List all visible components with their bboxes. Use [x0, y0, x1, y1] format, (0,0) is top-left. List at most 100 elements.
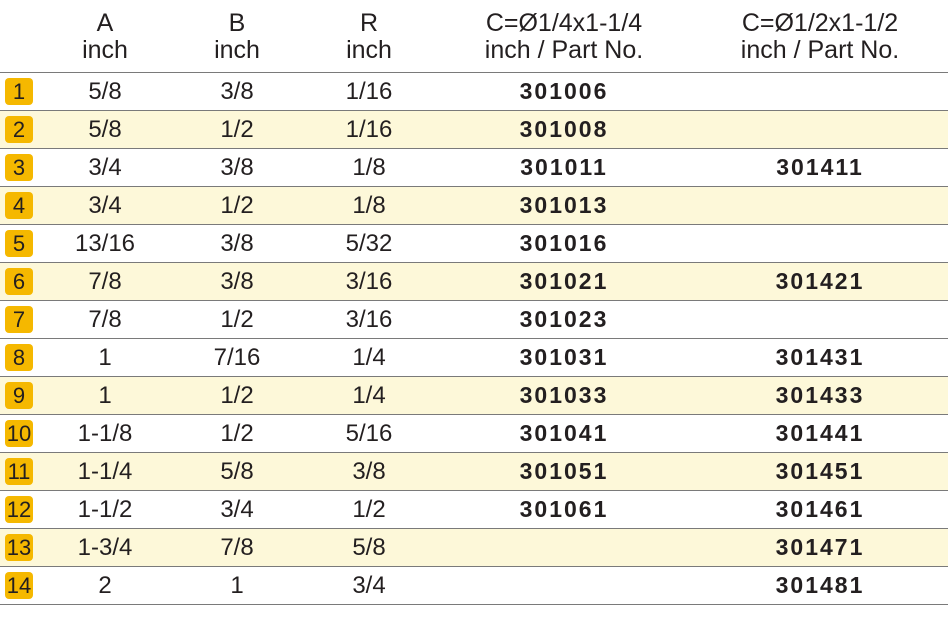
- b-cell: 7/16: [172, 338, 302, 377]
- b-cell: 3/8: [172, 224, 302, 263]
- r-cell: 1/8: [302, 148, 436, 187]
- r-cell: 3/4: [302, 566, 436, 605]
- part-no-c14-cell: 301031: [436, 338, 692, 377]
- b-cell: 1/2: [172, 186, 302, 225]
- header-line2: inch: [346, 36, 392, 64]
- table-row: 12 1-1/2 3/4 1/2 301061 301461: [0, 490, 948, 529]
- table-row: 10 1-1/8 1/2 5/16 301041 301441: [0, 414, 948, 453]
- header-line2: inch: [82, 36, 128, 64]
- row-number-cell: 11: [0, 452, 38, 491]
- part-no-c12-cell: 301411: [692, 148, 948, 187]
- c12-header: C=Ø1/2x1-1/2 inch / Part No.: [692, 0, 948, 73]
- b-cell: 1: [172, 566, 302, 605]
- a-cell: 3/4: [38, 148, 172, 187]
- row-number-cell: 8: [0, 338, 38, 377]
- b-cell: 1/2: [172, 414, 302, 453]
- row-number-cell: 4: [0, 186, 38, 225]
- part-no-c12-cell: 301451: [692, 452, 948, 491]
- part-no-c12-cell: 301481: [692, 566, 948, 605]
- row-number-badge: 2: [5, 115, 33, 143]
- header-line1: R: [359, 9, 379, 37]
- table-body: 1 5/8 3/8 1/16 301006 2 5/8 1/2 1/16 301…: [0, 72, 948, 605]
- a-cell: 1-1/8: [38, 414, 172, 453]
- a-cell: 1-3/4: [38, 528, 172, 567]
- table-row: 7 7/8 1/2 3/16 301023: [0, 300, 948, 339]
- row-number-cell: 5: [0, 224, 38, 263]
- b-cell: 1/2: [172, 110, 302, 149]
- a-cell: 3/4: [38, 186, 172, 225]
- r-cell: 1/8: [302, 186, 436, 225]
- header-line1: C=Ø1/4x1-1/4: [485, 9, 643, 37]
- r-cell: 5/16: [302, 414, 436, 453]
- r-cell: 1/16: [302, 72, 436, 111]
- part-no-c12-cell: 301431: [692, 338, 948, 377]
- row-number-cell: 3: [0, 148, 38, 187]
- header-line1: C=Ø1/2x1-1/2: [741, 9, 899, 37]
- row-number-cell: 7: [0, 300, 38, 339]
- b-cell: 5/8: [172, 452, 302, 491]
- header-line2: inch / Part No.: [484, 36, 644, 64]
- part-no-c14-cell: 301023: [436, 300, 692, 339]
- r-cell: 3/16: [302, 262, 436, 301]
- row-number-badge: 13: [5, 533, 33, 561]
- b-cell: 3/8: [172, 262, 302, 301]
- part-no-c12-cell: [692, 186, 948, 225]
- r-cell: 5/8: [302, 528, 436, 567]
- part-no-c12-cell: 301433: [692, 376, 948, 415]
- a-cell: 5/8: [38, 110, 172, 149]
- part-no-c14-cell: 301041: [436, 414, 692, 453]
- table-row: 5 13/16 3/8 5/32 301016: [0, 224, 948, 263]
- row-number-cell: 2: [0, 110, 38, 149]
- row-number-badge: 6: [5, 267, 33, 295]
- b-cell: 3/4: [172, 490, 302, 529]
- part-no-c12-cell: [692, 224, 948, 263]
- a-cell: 7/8: [38, 262, 172, 301]
- part-no-c14-cell: 301051: [436, 452, 692, 491]
- b-cell: 3/8: [172, 72, 302, 111]
- a-cell: 1: [38, 376, 172, 415]
- a-cell: 2: [38, 566, 172, 605]
- row-number-badge: 9: [5, 381, 33, 409]
- a-cell: 13/16: [38, 224, 172, 263]
- a-cell: 1-1/2: [38, 490, 172, 529]
- table-row: 2 5/8 1/2 1/16 301008: [0, 110, 948, 149]
- row-number-cell: 13: [0, 528, 38, 567]
- r-cell: 1/4: [302, 338, 436, 377]
- b-cell: 1/2: [172, 300, 302, 339]
- r-cell: 1/16: [302, 110, 436, 149]
- part-no-c14-cell: 301021: [436, 262, 692, 301]
- row-number-cell: 1: [0, 72, 38, 111]
- part-no-c14-cell: 301061: [436, 490, 692, 529]
- row-number-cell: 14: [0, 566, 38, 605]
- c14-header: C=Ø1/4x1-1/4 inch / Part No.: [436, 0, 692, 73]
- row-number-badge: 11: [5, 457, 33, 485]
- part-no-c12-cell: 301471: [692, 528, 948, 567]
- b-cell: 7/8: [172, 528, 302, 567]
- b-cell: 3/8: [172, 148, 302, 187]
- part-no-c12-cell: [692, 300, 948, 339]
- row-number-badge: 12: [5, 495, 33, 523]
- row-number-badge: 14: [5, 571, 33, 599]
- header-line1: B: [228, 9, 246, 37]
- part-no-c14-cell: 301016: [436, 224, 692, 263]
- row-number-badge: 8: [5, 343, 33, 371]
- header-line1: A: [96, 9, 114, 37]
- r-cell: 1/2: [302, 490, 436, 529]
- part-no-c14-cell: [436, 566, 692, 605]
- part-no-c12-cell: 301421: [692, 262, 948, 301]
- table-row: 9 1 1/2 1/4 301033 301433: [0, 376, 948, 415]
- row-number-badge: 7: [5, 305, 33, 333]
- table-row: 13 1-3/4 7/8 5/8 301471: [0, 528, 948, 567]
- table-row: 14 2 1 3/4 301481: [0, 566, 948, 605]
- a-cell: 7/8: [38, 300, 172, 339]
- row-number-cell: 12: [0, 490, 38, 529]
- row-number-badge: 3: [5, 153, 33, 181]
- part-no-c14-cell: 301008: [436, 110, 692, 149]
- r-cell: 5/32: [302, 224, 436, 263]
- a-cell: 1: [38, 338, 172, 377]
- part-no-c14-cell: 301013: [436, 186, 692, 225]
- row-number-cell: 10: [0, 414, 38, 453]
